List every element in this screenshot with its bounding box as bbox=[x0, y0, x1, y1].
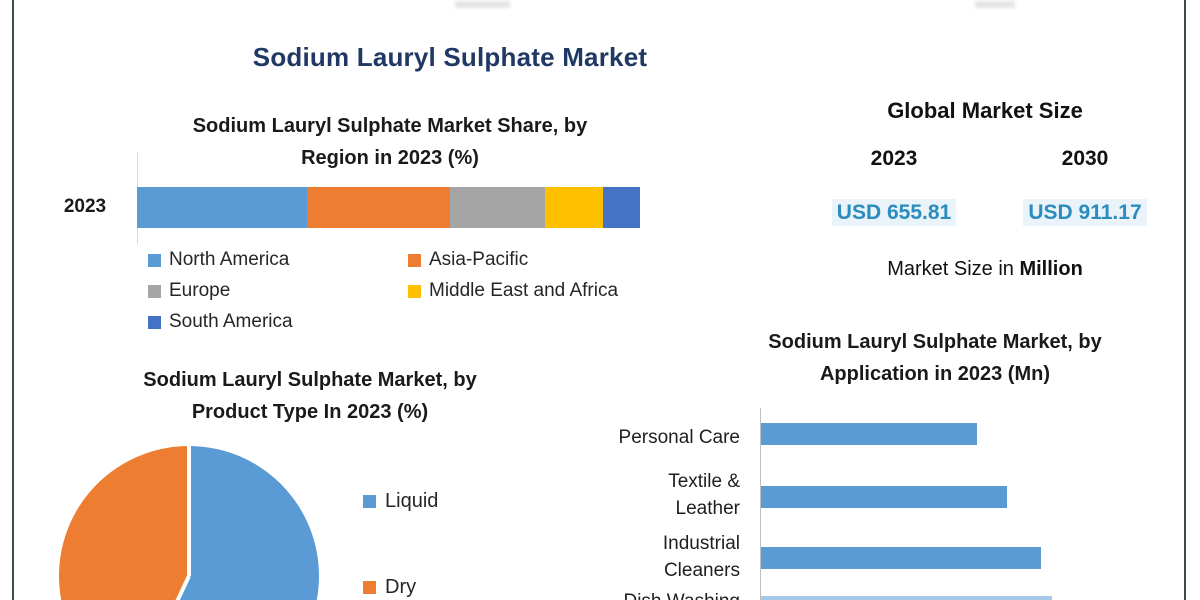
page-title: Sodium Lauryl Sulphate Market bbox=[252, 42, 648, 72]
region-segment-north-america bbox=[137, 187, 308, 228]
legend-label-europe: Europe bbox=[169, 280, 231, 301]
region-legend-item-europe: Europe bbox=[148, 280, 398, 311]
region-segment-middle-east-and-africa bbox=[544, 187, 603, 228]
region-axis-label: 2023 bbox=[63, 196, 107, 217]
application-chart-title-line2: Application in 2023 (Mn) bbox=[819, 363, 1051, 385]
region-legend-item-middle-east-and-africa: Middle East and Africa bbox=[408, 280, 688, 311]
legend-swatch-south-america bbox=[148, 316, 161, 329]
app-bar-personal-care bbox=[761, 423, 977, 445]
app-bar-dish-washing bbox=[761, 596, 1052, 600]
legend-swatch-europe bbox=[148, 285, 161, 298]
legend-label-middle-east-and-africa: Middle East and Africa bbox=[429, 280, 619, 301]
region-legend-item-south-america: South America bbox=[148, 311, 398, 342]
market-size-note: Market Size in Million bbox=[785, 258, 1185, 281]
region-chart-title-line1: Sodium Lauryl Sulphate Market Share, by bbox=[192, 115, 588, 137]
market-size-note-prefix: Market Size in bbox=[887, 258, 1014, 280]
market-size-value-2030: USD 911.17 bbox=[985, 199, 1185, 226]
legend-swatch-asia-pacific bbox=[408, 254, 421, 267]
region-segment-asia-pacific bbox=[307, 187, 450, 228]
region-legend-item-asia-pacific: Asia-Pacific bbox=[408, 249, 688, 280]
usd-value-2030: USD 911.17 bbox=[1023, 199, 1147, 226]
legend-label-north-america: North America bbox=[169, 249, 290, 270]
pie-slice-liquid bbox=[177, 446, 319, 600]
pie-slice-dry bbox=[59, 446, 189, 600]
region-chart-title-line2: Region in 2023 (%) bbox=[301, 147, 479, 169]
legend-swatch-liquid bbox=[363, 495, 376, 508]
legend-swatch-middle-east-and-africa bbox=[408, 285, 421, 298]
legend-swatch-north-america bbox=[148, 254, 161, 267]
region-legend-column-1: North America Europe South America bbox=[148, 249, 398, 342]
app-bar-industrial-cleaners bbox=[761, 547, 1041, 569]
right-border-line bbox=[1184, 0, 1186, 600]
market-size-value-2023: USD 655.81 bbox=[794, 199, 994, 226]
legend-label-liquid: Liquid bbox=[385, 490, 439, 512]
application-chart-title-line1: Sodium Lauryl Sulphate Market, by bbox=[768, 331, 1102, 353]
region-segment-europe bbox=[449, 187, 545, 228]
product-legend-item-liquid: Liquid bbox=[363, 490, 438, 513]
pie-slice-divider bbox=[175, 575, 191, 600]
region-stacked-bar bbox=[137, 187, 640, 228]
app-label-personal-care: Personal Care bbox=[618, 427, 740, 448]
product-pie-chart bbox=[59, 446, 319, 600]
region-legend-column-2: Asia-Pacific Middle East and Africa bbox=[408, 249, 688, 311]
app-label-textile-leather: Textile & Leather bbox=[668, 471, 740, 519]
market-size-note-unit: Million bbox=[1019, 258, 1083, 280]
top-edge-artifact bbox=[455, 1, 510, 8]
legend-label-south-america: South America bbox=[169, 311, 293, 332]
left-border-line bbox=[12, 0, 14, 600]
legend-label-dry: Dry bbox=[385, 576, 417, 598]
market-size-title: Global Market Size bbox=[887, 98, 1083, 123]
product-chart-title-line2: Product Type In 2023 (%) bbox=[191, 401, 429, 423]
product-legend-item-dry: Dry bbox=[363, 576, 416, 599]
region-legend-item-north-america: North America bbox=[148, 249, 398, 280]
region-chart-title: Sodium Lauryl Sulphate Market Share, by … bbox=[140, 110, 640, 174]
market-size-year-2030: 2030 bbox=[1061, 147, 1109, 170]
application-chart-title: Sodium Lauryl Sulphate Market, by Applic… bbox=[685, 326, 1185, 390]
top-edge-artifact bbox=[975, 1, 1015, 8]
application-axis-line bbox=[760, 408, 761, 600]
product-chart-title-line1: Sodium Lauryl Sulphate Market, by bbox=[143, 369, 477, 391]
product-chart-title: Sodium Lauryl Sulphate Market, by Produc… bbox=[60, 364, 560, 428]
app-bar-textile-leather bbox=[761, 486, 1007, 508]
legend-label-asia-pacific: Asia-Pacific bbox=[429, 249, 529, 270]
usd-value-2023: USD 655.81 bbox=[831, 199, 957, 226]
app-label-dish-washing: Dish Washing bbox=[560, 588, 740, 600]
app-label-industrial-cleaners: Industrial Cleaners bbox=[662, 533, 740, 581]
market-size-year-2023: 2023 bbox=[870, 147, 918, 170]
legend-swatch-dry bbox=[363, 581, 376, 594]
region-segment-south-america bbox=[602, 187, 640, 228]
